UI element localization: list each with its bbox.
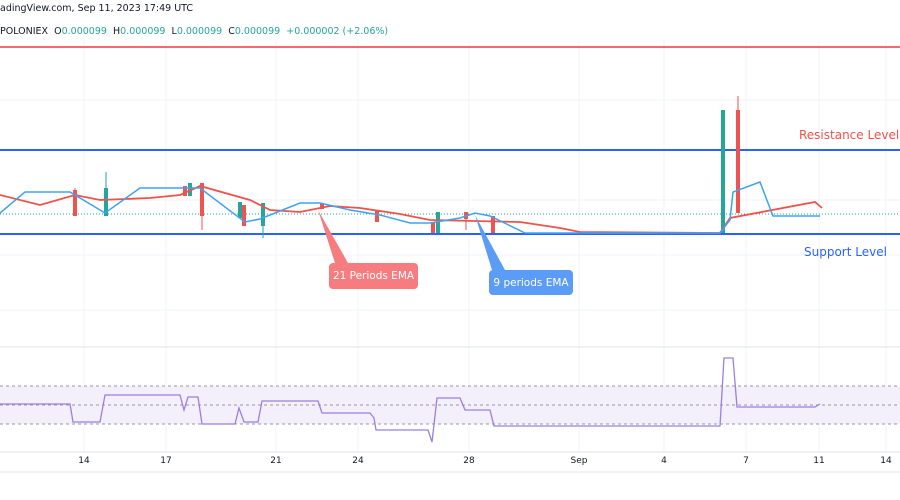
candle-body <box>238 202 242 218</box>
x-tick-label: 28 <box>463 456 475 466</box>
rsi-line <box>0 357 821 443</box>
candle-body <box>431 222 435 233</box>
candle-body <box>736 110 740 213</box>
x-tick-label: Sep <box>570 456 588 466</box>
ema21-callout: 21 Periods EMA <box>329 263 418 289</box>
chart-source-timestamp: adingView.com, Sep 11, 2023 17:49 UTC <box>0 3 194 14</box>
close-value: 0.000099 <box>234 26 281 37</box>
candle-body <box>436 212 440 233</box>
candle-body <box>375 210 379 222</box>
ema9-line <box>0 181 820 234</box>
candle-body <box>104 188 108 216</box>
x-tick-label: 17 <box>160 456 172 466</box>
ohlc-legend: POLONIEX O0.000099 H0.000099 L0.000099 C… <box>0 26 388 37</box>
candle-body <box>73 190 77 216</box>
open-label: O <box>54 26 62 37</box>
candle-body <box>721 110 725 233</box>
high-value: 0.000099 <box>120 26 166 37</box>
x-tick-label: 24 <box>352 456 364 466</box>
high-label: H <box>112 26 121 37</box>
change-value: +0.000002 (+2.06%) <box>286 26 389 37</box>
x-tick-label: 7 <box>743 456 749 466</box>
candle-body <box>491 216 495 233</box>
candle-body <box>188 183 192 196</box>
exchange-symbol: POLONIEX <box>0 26 49 37</box>
open-value: 0.000099 <box>61 26 107 37</box>
candle-body <box>320 203 324 209</box>
ema9-callout: 9 periods EMA <box>489 270 573 295</box>
ema9-callout-pointer <box>475 215 505 270</box>
support-level-label: Support Level <box>804 245 887 259</box>
x-tick-label: 14 <box>78 456 90 466</box>
x-tick-label: 21 <box>270 456 282 466</box>
candle-body <box>200 183 204 216</box>
ema21-line <box>0 185 823 234</box>
x-tick-label: 4 <box>661 456 667 466</box>
candle-body <box>261 203 265 226</box>
x-tick-label: 14 <box>880 456 892 466</box>
candle-body <box>242 205 246 226</box>
resistance-level-label: Resistance Level <box>799 128 900 142</box>
ema21-callout-pointer <box>318 210 348 263</box>
close-label: C <box>228 26 235 37</box>
candle-body <box>183 186 187 196</box>
x-tick-label: 11 <box>813 456 825 466</box>
low-label: L <box>171 26 177 37</box>
low-value: 0.000099 <box>176 26 223 37</box>
